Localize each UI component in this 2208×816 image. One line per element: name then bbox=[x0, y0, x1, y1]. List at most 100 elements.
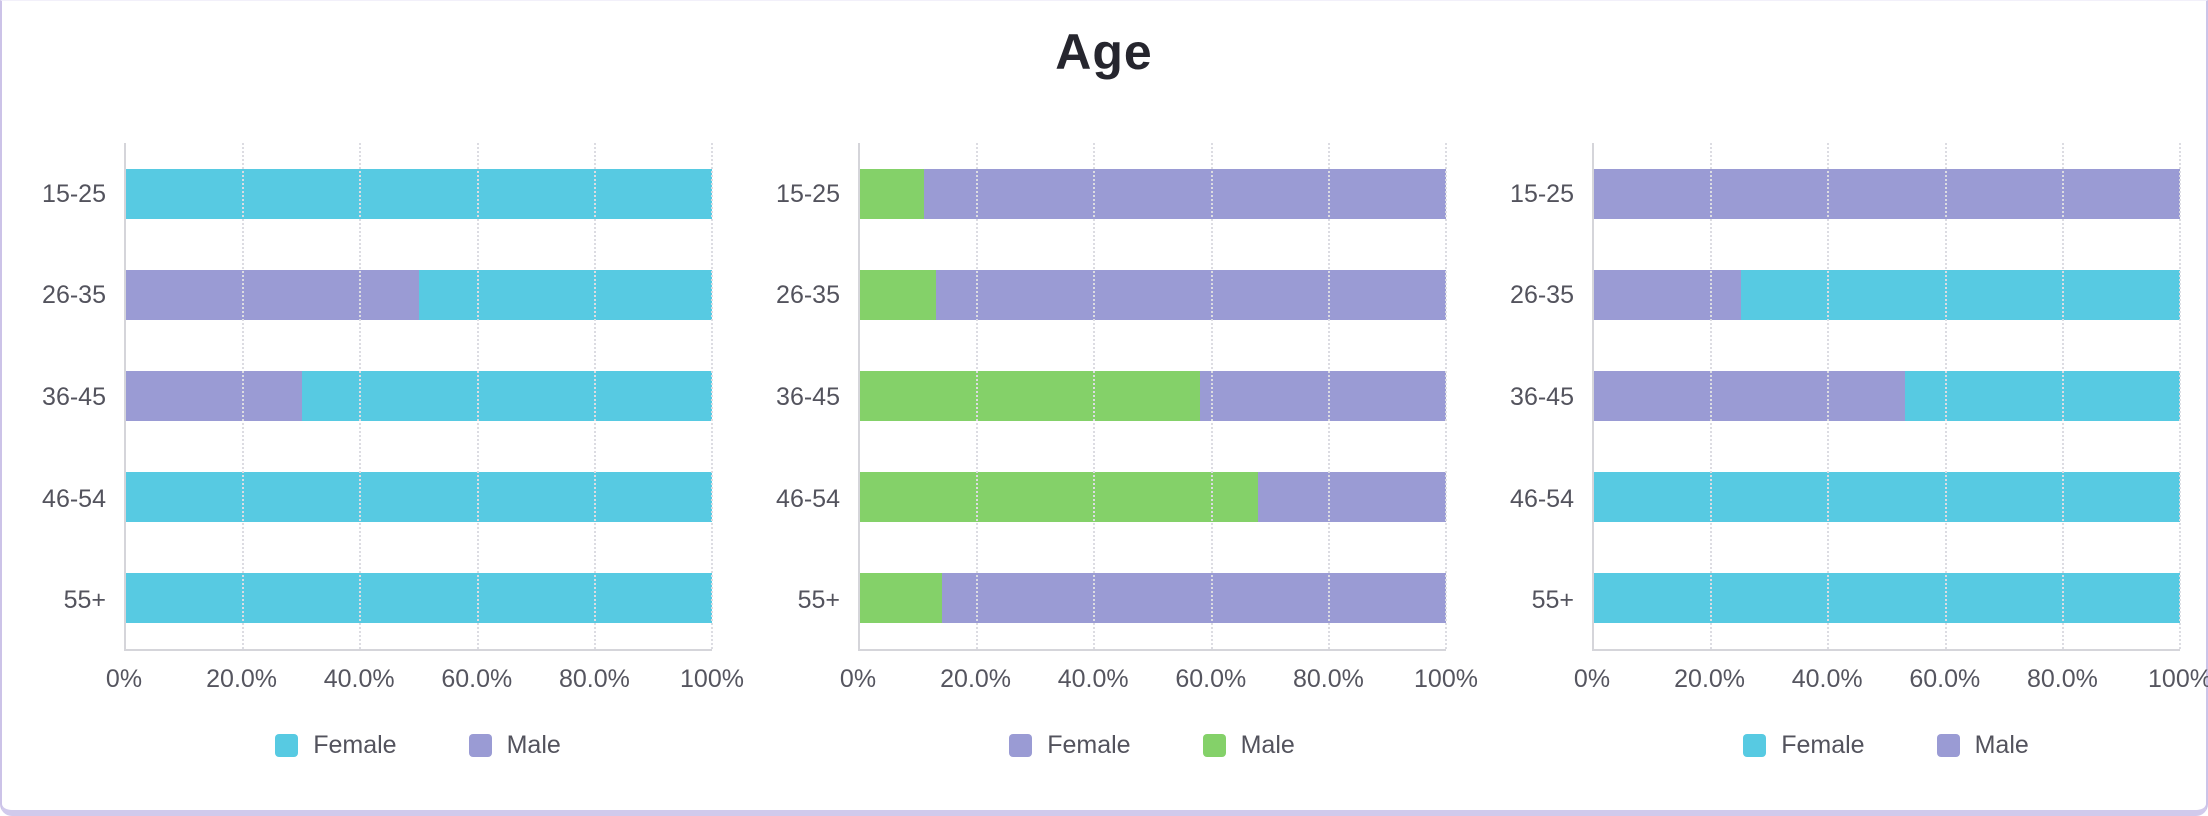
bar-36-45 bbox=[126, 370, 712, 421]
bar-segment-male bbox=[860, 472, 1259, 523]
y-axis-labels: 15-25 26-35 36-45 46-54 55+ bbox=[1496, 143, 1592, 651]
legend-label-male: Male bbox=[1240, 731, 1295, 759]
bar-segment-female bbox=[1594, 472, 2180, 523]
gridline bbox=[593, 143, 596, 649]
gridline bbox=[1710, 143, 1713, 649]
bar-46-54 bbox=[1594, 472, 2180, 523]
age-chart-1: 15-25 26-35 36-45 46-54 55+ 0% 20.0% 40.0% 60.0… bbox=[28, 143, 744, 760]
y-axis-label: 26-35 bbox=[776, 281, 840, 310]
bars bbox=[860, 143, 1446, 649]
y-axis-label: 26-35 bbox=[42, 281, 106, 310]
y-axis-label: 15-25 bbox=[42, 179, 106, 208]
x-axis-tick: 40.0% bbox=[1057, 665, 1129, 693]
legend-item-male: Male bbox=[468, 731, 561, 760]
x-axis-tick: 80.0% bbox=[558, 665, 630, 693]
bar-segment-female bbox=[419, 269, 712, 320]
x-axis-tick: 20.0% bbox=[206, 665, 278, 693]
legend-label-female: Female bbox=[1047, 731, 1131, 759]
bar-segment-female bbox=[126, 168, 712, 219]
bar-segment-female bbox=[1904, 370, 2180, 421]
y-axis-label: 15-25 bbox=[1510, 179, 1574, 208]
x-axis-tick: 80.0% bbox=[2026, 665, 2098, 693]
bar-segment-male bbox=[860, 573, 943, 624]
y-axis-label: 46-54 bbox=[776, 484, 840, 513]
legend: Female Male bbox=[858, 731, 1446, 760]
bar-segment-male bbox=[1594, 370, 1905, 421]
bar-segment-female bbox=[126, 573, 712, 624]
x-axis-tick: 0% bbox=[105, 665, 143, 693]
y-axis-label: 55+ bbox=[63, 586, 106, 615]
plot-wrap: 15-25 26-35 36-45 46-54 55+ bbox=[762, 143, 1447, 651]
y-axis-label: 46-54 bbox=[1510, 484, 1574, 513]
legend-swatch-male bbox=[1202, 734, 1226, 757]
bars bbox=[126, 143, 712, 649]
bar-segment-male bbox=[126, 370, 302, 421]
bar-segment-female bbox=[936, 269, 1446, 320]
legend-swatch-female bbox=[1009, 734, 1033, 757]
gridline bbox=[1093, 143, 1096, 649]
x-axis-tick: 60.0% bbox=[441, 665, 513, 693]
gridline bbox=[1944, 143, 1947, 649]
gridline bbox=[711, 143, 713, 649]
plot-area bbox=[124, 143, 713, 651]
bar-segment-male bbox=[860, 168, 925, 219]
page-title: Age bbox=[1055, 24, 1153, 80]
gridline bbox=[1327, 143, 1330, 649]
bar-55+ bbox=[1594, 573, 2180, 624]
bar-segment-female bbox=[301, 370, 712, 421]
gridline bbox=[1827, 143, 1830, 649]
legend-item-female: Female bbox=[275, 731, 397, 760]
bar-segment-male bbox=[860, 269, 937, 320]
bar-segment-female bbox=[942, 573, 1446, 624]
bar-36-45 bbox=[860, 370, 1446, 421]
legend-item-male: Male bbox=[1202, 731, 1295, 760]
legend-swatch-male bbox=[1936, 734, 1960, 757]
gridline bbox=[359, 143, 362, 649]
y-axis-label: 36-45 bbox=[776, 382, 840, 411]
bar-segment-male bbox=[860, 370, 1200, 421]
legend-item-female: Female bbox=[1743, 731, 1865, 760]
bar-15-25 bbox=[1594, 168, 2180, 219]
x-axis-ticks: 0% 20.0% 40.0% 60.0% 80.0% 100% bbox=[106, 665, 744, 699]
plot-wrap: 15-25 26-35 36-45 46-54 55+ bbox=[1496, 143, 2181, 651]
bar-55+ bbox=[860, 573, 1446, 624]
plot-area bbox=[858, 143, 1447, 651]
bar-55+ bbox=[126, 573, 712, 624]
bar-segment-male bbox=[1594, 168, 2180, 219]
bar-segment-female bbox=[1740, 269, 2180, 320]
gridline bbox=[2061, 143, 2064, 649]
y-axis-label: 55+ bbox=[797, 586, 840, 615]
bar-segment-female bbox=[1199, 370, 1446, 421]
bars bbox=[1594, 143, 2180, 649]
age-chart-3: 15-25 26-35 36-45 46-54 55+ 0% 20.0% 40.0% 60.0… bbox=[1496, 143, 2208, 760]
legend-swatch-female bbox=[1743, 734, 1767, 757]
x-axis-ticks: 0% 20.0% 40.0% 60.0% 80.0% 100% bbox=[840, 665, 1478, 699]
x-axis-tick: 100% bbox=[680, 665, 744, 693]
bar-segment-male bbox=[126, 269, 419, 320]
x-axis-tick: 40.0% bbox=[1791, 665, 1863, 693]
x-axis-tick: 0% bbox=[1573, 665, 1611, 693]
gridline bbox=[1210, 143, 1213, 649]
x-axis-tick: 40.0% bbox=[323, 665, 395, 693]
x-axis-tick: 0% bbox=[839, 665, 877, 693]
bar-segment-female bbox=[924, 168, 1446, 219]
x-axis-tick: 60.0% bbox=[1909, 665, 1981, 693]
gridline bbox=[242, 143, 245, 649]
age-chart-2: 15-25 26-35 36-45 46-54 55+ 0% 20.0% 40.0% 60.0… bbox=[762, 143, 1478, 760]
y-axis-labels: 15-25 26-35 36-45 46-54 55+ bbox=[762, 143, 858, 651]
plot-wrap: 15-25 26-35 36-45 46-54 55+ bbox=[28, 143, 713, 651]
x-axis-tick: 20.0% bbox=[1674, 665, 1746, 693]
gridline bbox=[2179, 143, 2181, 649]
y-axis-label: 55+ bbox=[1531, 586, 1574, 615]
y-axis-labels: 15-25 26-35 36-45 46-54 55+ bbox=[28, 143, 124, 651]
bar-46-54 bbox=[126, 472, 712, 523]
legend-swatch-female bbox=[275, 734, 299, 757]
x-axis-ticks: 0% 20.0% 40.0% 60.0% 80.0% 100% bbox=[1574, 665, 2208, 699]
gridline bbox=[476, 143, 479, 649]
legend-label-female: Female bbox=[313, 731, 397, 759]
y-axis-label: 46-54 bbox=[42, 484, 106, 513]
bar-36-45 bbox=[1594, 370, 2180, 421]
bar-segment-female bbox=[1258, 472, 1446, 523]
bar-15-25 bbox=[860, 168, 1446, 219]
